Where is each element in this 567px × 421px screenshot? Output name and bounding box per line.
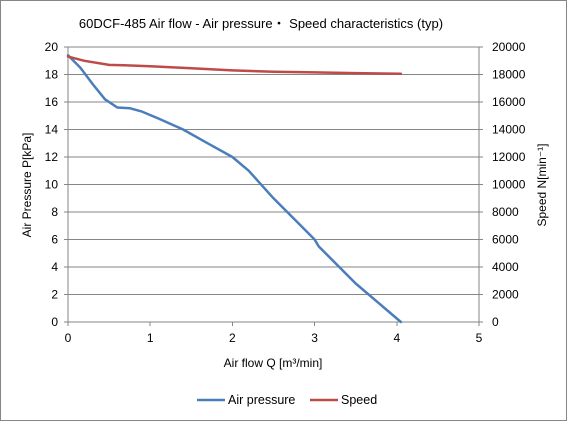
- y-tick-label: 2: [51, 288, 58, 302]
- y2-tick-label: 0: [492, 315, 499, 329]
- y-tick-label: 6: [51, 233, 58, 247]
- y-axis-label: Air Pressure P[kPa]: [20, 133, 34, 238]
- y-tick-label: 0: [51, 315, 58, 329]
- y2-tick-label: 16000: [492, 95, 526, 109]
- x-tick-label: 2: [229, 331, 236, 345]
- y2-tick-label: 2000: [492, 288, 519, 302]
- y-tick-label: 8: [51, 205, 58, 219]
- chart-title: 60DCF-485 Air flow - Air pressure・ Speed…: [79, 16, 443, 31]
- gridlines: [68, 46, 479, 295]
- x-tick-label: 0: [65, 331, 72, 345]
- y2-tick-label: 12000: [492, 150, 526, 164]
- y-tick-label: 18: [45, 68, 59, 82]
- y-tick-label: 4: [51, 260, 58, 274]
- series-line-speed: [66, 55, 403, 76]
- x-tick-label: 1: [147, 331, 154, 345]
- y2-tick-label: 18000: [492, 68, 526, 82]
- y-tick-label: 12: [45, 150, 59, 164]
- x-axis-ticks: 0 1 2 3 4 5: [65, 322, 483, 345]
- x-tick-label: 3: [311, 331, 318, 345]
- legend-label: Speed: [341, 393, 377, 407]
- y-tick-label: 20: [45, 40, 59, 54]
- y-tick-label: 16: [45, 95, 59, 109]
- legend: Air pressure Speed: [197, 393, 377, 407]
- x-axis-label: Air flow Q [m³/min]: [224, 356, 323, 370]
- y2-tick-label: 8000: [492, 205, 519, 219]
- y2-axis-label: Speed N[min⁻¹]: [535, 143, 549, 226]
- y2-tick-label: 4000: [492, 260, 519, 274]
- y2-tick-label: 20000: [492, 40, 526, 54]
- right-axis-ticks: 0 2000 4000 6000 8000 10000 12000 14000 16000 180…: [479, 40, 526, 329]
- y-tick-label: 14: [45, 123, 59, 137]
- series-line-air-pressure: [66, 54, 403, 324]
- x-tick-label: 5: [476, 331, 483, 345]
- y-tick-label: 10: [45, 178, 59, 192]
- x-tick-label: 4: [393, 331, 400, 345]
- y2-tick-label: 6000: [492, 233, 519, 247]
- y2-tick-label: 14000: [492, 123, 526, 137]
- series-lines: [66, 54, 403, 324]
- y2-tick-label: 10000: [492, 178, 526, 192]
- left-axis-ticks: 0 2 4 6 8 10 12 14 16 18 20: [45, 40, 68, 329]
- legend-label: Air pressure: [228, 393, 295, 407]
